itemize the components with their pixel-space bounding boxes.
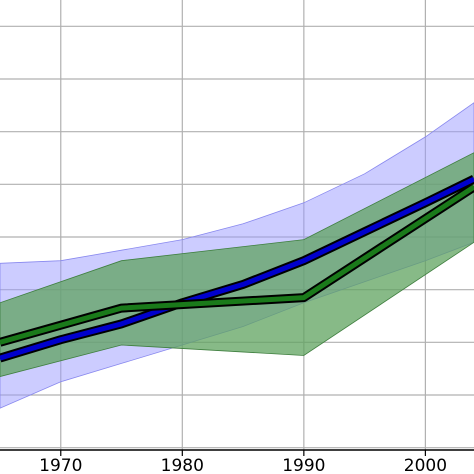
- series-lines: [0, 175, 474, 363]
- x-tick-label: 1980: [161, 456, 204, 474]
- x-tick-label: 2000: [404, 456, 447, 474]
- x-tick-label: 1990: [282, 456, 325, 474]
- green-series-line: [0, 184, 474, 345]
- blue-series-line: [0, 176, 474, 361]
- x-ticks: 1970 1980 1990 2000: [39, 450, 447, 474]
- x-tick-label: 1970: [39, 456, 82, 474]
